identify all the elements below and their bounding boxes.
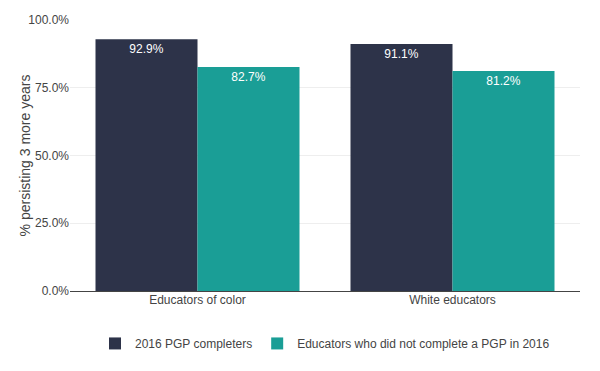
svg-text:Educators who did not complete: Educators who did not complete a PGP in … xyxy=(297,337,549,351)
svg-text:75.0%: 75.0% xyxy=(35,81,69,95)
svg-text:50.0%: 50.0% xyxy=(35,149,69,163)
svg-text:92.9%: 92.9% xyxy=(129,42,163,56)
svg-text:0.0%: 0.0% xyxy=(42,284,70,298)
svg-text:91.1%: 91.1% xyxy=(384,47,418,61)
svg-text:82.7%: 82.7% xyxy=(231,70,265,84)
svg-text:White educators: White educators xyxy=(409,293,496,307)
svg-text:2016 PGP completers: 2016 PGP completers xyxy=(135,337,252,351)
svg-text:100.0%: 100.0% xyxy=(28,13,69,27)
svg-text:81.2%: 81.2% xyxy=(486,74,520,88)
svg-text:% persisting 3 more years: % persisting 3 more years xyxy=(17,75,33,237)
svg-text:25.0%: 25.0% xyxy=(35,216,69,230)
svg-text:Educators of color: Educators of color xyxy=(149,293,246,307)
